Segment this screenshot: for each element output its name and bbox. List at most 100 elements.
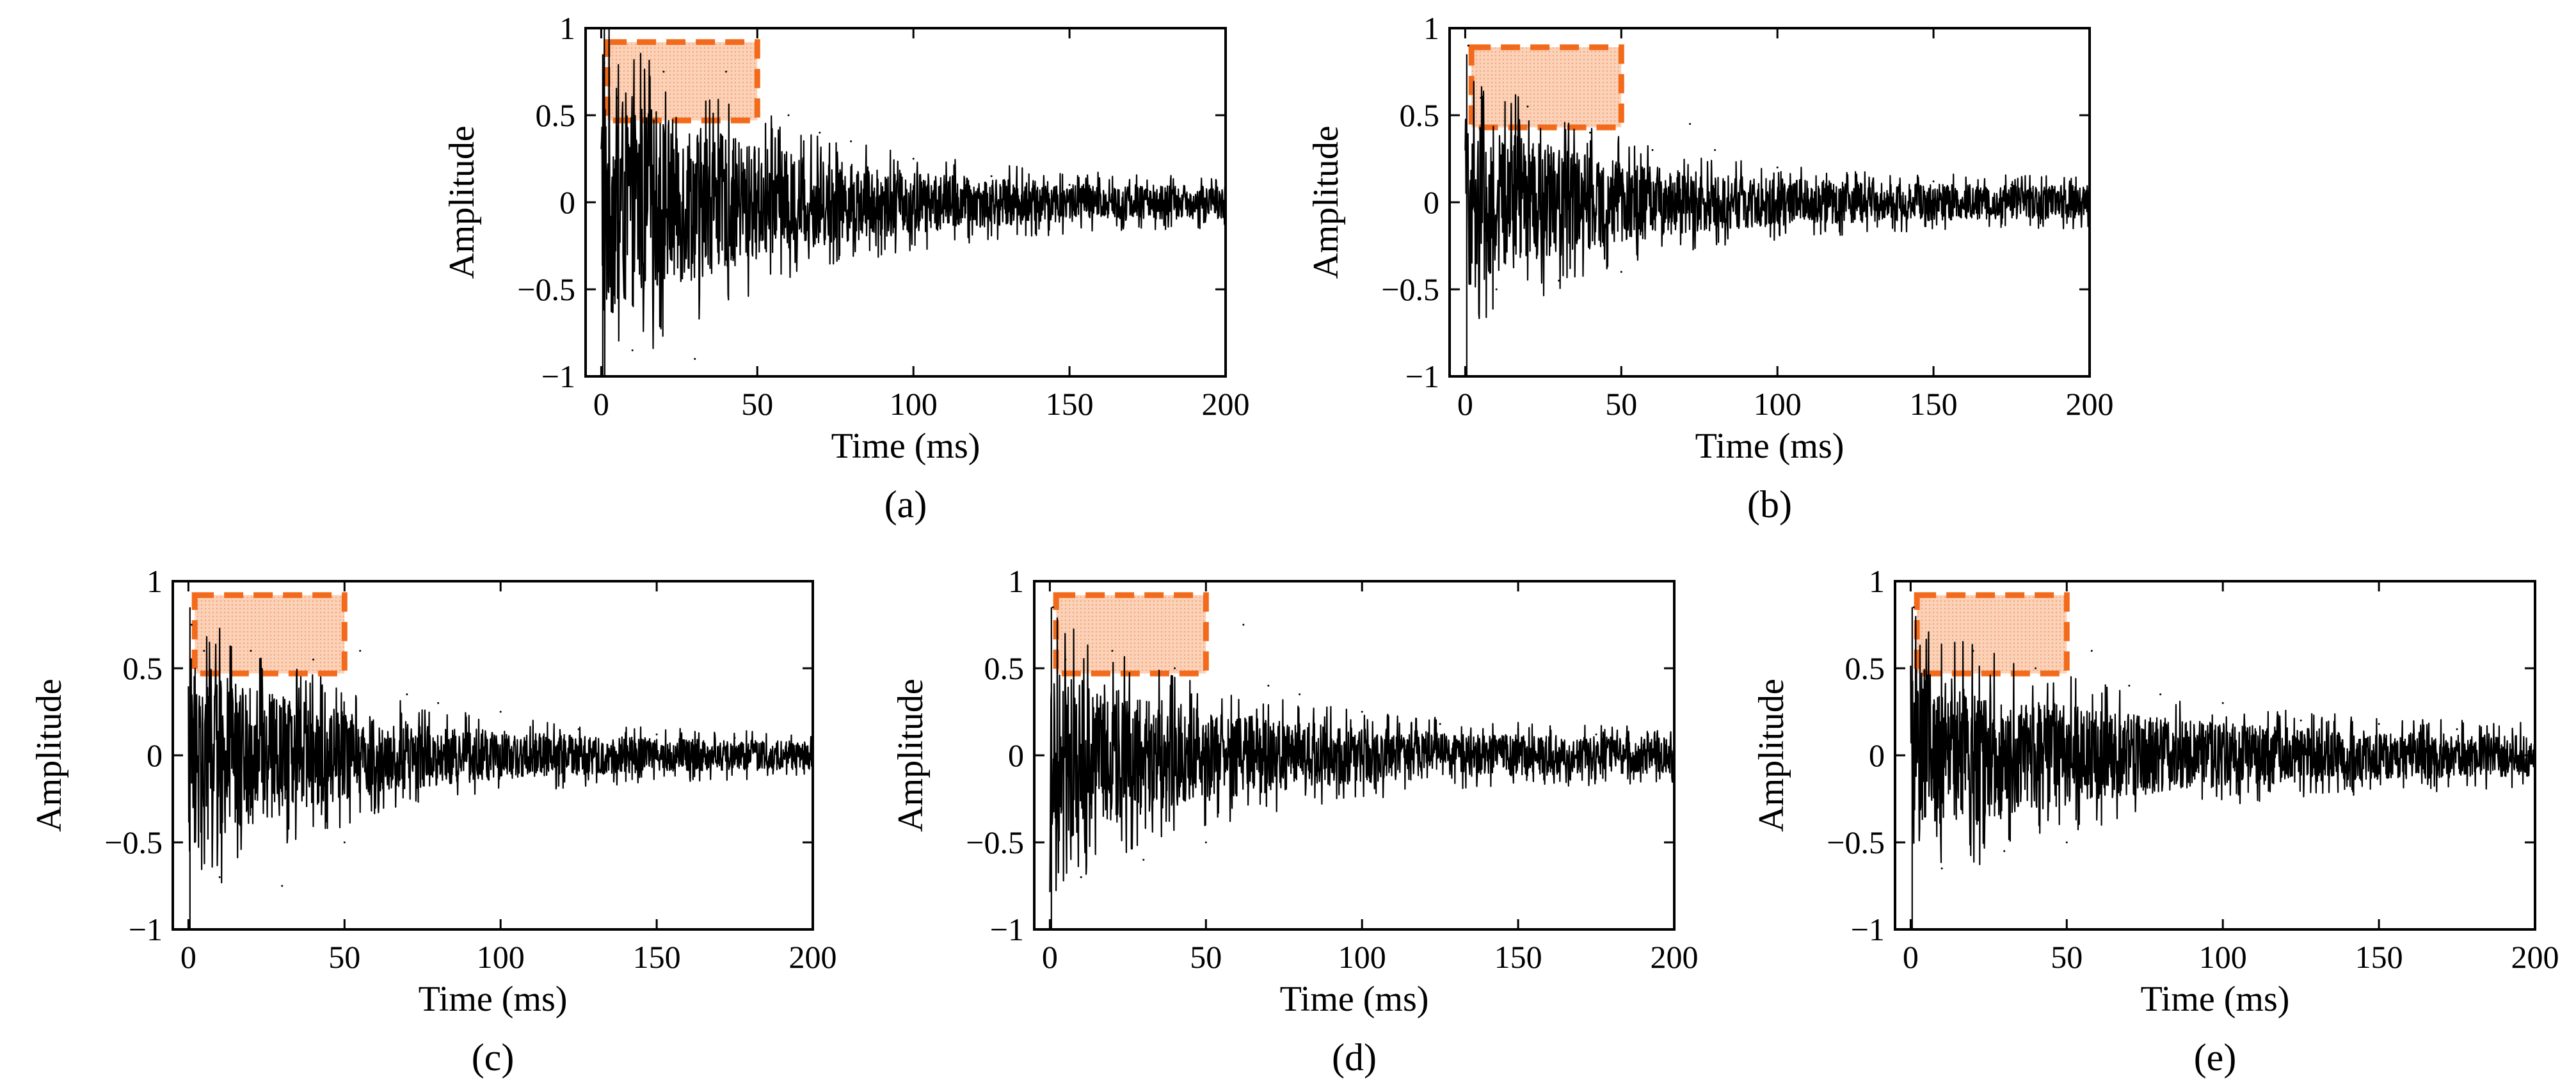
- data-point: [312, 658, 315, 661]
- data-point: [1689, 123, 1692, 125]
- data-point: [1146, 189, 1149, 191]
- data-point: [1589, 131, 1592, 134]
- data-point: [218, 876, 221, 878]
- x-tick-label: 150: [1910, 386, 1958, 422]
- data-point: [1526, 105, 1529, 108]
- y-tick-label: 0: [1423, 184, 1439, 220]
- signal-line: [600, 27, 1226, 378]
- signal-line: [1464, 54, 2091, 376]
- y-tick-label: 1: [559, 10, 575, 46]
- y-tick-label: −1: [541, 358, 575, 394]
- data-point: [2221, 702, 2224, 704]
- x-tick-label: 100: [1338, 939, 1386, 975]
- data-point: [990, 175, 993, 177]
- highlight-box: [1914, 592, 2070, 677]
- data-point: [819, 131, 821, 134]
- x-tick-label: 100: [890, 386, 938, 422]
- data-point: [1242, 623, 1245, 626]
- highlight-box: [604, 39, 760, 124]
- x-tick-label: 0: [1042, 939, 1058, 975]
- x-axis-label: Time (ms): [419, 979, 568, 1019]
- x-tick-label: 0: [593, 386, 609, 422]
- data-point: [787, 114, 790, 116]
- y-tick-label: −0.5: [966, 824, 1024, 860]
- data-point: [1439, 723, 1441, 725]
- y-tick-label: −0.5: [1381, 271, 1439, 307]
- data-point: [577, 728, 580, 730]
- x-tick-label: 200: [1202, 386, 1250, 422]
- panel-caption: (e): [2194, 1036, 2237, 1079]
- x-tick-label: 150: [633, 939, 681, 975]
- y-tick-label: −1: [990, 911, 1024, 947]
- highlight-box: [1468, 44, 1624, 131]
- data-point: [1620, 271, 1622, 273]
- data-point: [655, 733, 658, 735]
- x-tick-label: 50: [741, 386, 773, 422]
- data-point: [1925, 650, 1928, 652]
- x-tick-label: 200: [1651, 939, 1699, 975]
- data-point: [2456, 728, 2458, 730]
- highlight-box: [191, 592, 348, 677]
- data-point: [616, 97, 618, 99]
- signal-line: [188, 607, 814, 929]
- data-point: [1480, 97, 1482, 99]
- data-point: [1142, 858, 1145, 861]
- data-point: [1595, 733, 1597, 735]
- data-point: [2010, 184, 2013, 186]
- data-point: [203, 650, 205, 652]
- signal-line: [1049, 607, 1676, 929]
- x-axis-label: Time (ms): [2141, 979, 2290, 1019]
- highlight-box: [1053, 592, 1209, 677]
- data-point: [1517, 728, 1519, 730]
- data-point: [1204, 841, 1207, 844]
- x-tick-label: 200: [789, 939, 837, 975]
- data-point: [1080, 876, 1082, 878]
- data-point: [1558, 279, 1560, 282]
- x-tick-label: 0: [1457, 386, 1473, 422]
- data-point: [2003, 850, 2006, 853]
- data-point: [912, 157, 915, 160]
- data-point: [2159, 693, 2162, 696]
- data-point: [2090, 650, 2093, 652]
- panel-caption: (b): [1747, 483, 1792, 526]
- y-axis-label: Amplitude: [442, 125, 482, 279]
- data-point: [1912, 606, 1915, 609]
- y-tick-label: 0: [147, 737, 163, 773]
- data-point: [2378, 723, 2380, 725]
- panel-caption: (a): [884, 483, 927, 526]
- data-point: [1174, 667, 1176, 670]
- data-point: [603, 61, 605, 64]
- data-point: [1940, 867, 1943, 870]
- data-point: [406, 693, 408, 696]
- data-point: [1361, 711, 1363, 713]
- x-tick-label: 100: [1754, 386, 1802, 422]
- panel-caption: (c): [472, 1036, 515, 1079]
- panel-c: 0 50 100 150 200 −1 −0.5 0 0.5 1 Time (ms) Amplitud…: [29, 563, 837, 1079]
- y-tick-label: −1: [129, 911, 163, 947]
- y-tick-label: 0.5: [123, 650, 163, 686]
- data-point: [343, 841, 346, 844]
- data-point: [1111, 650, 1114, 652]
- x-tick-label: 200: [2511, 939, 2559, 975]
- y-tick-label: 0: [1869, 737, 1885, 773]
- data-point: [1776, 166, 1779, 169]
- data-point: [1651, 149, 1654, 151]
- signal-line: [1910, 607, 2536, 929]
- x-tick-label: 100: [2199, 939, 2247, 975]
- x-tick-label: 150: [2355, 939, 2403, 975]
- data-point: [359, 650, 362, 652]
- panel-a: 0 50 100 150 200 −1 −0.5 0 0.5 1 Time (ms) Amplitud…: [442, 10, 1250, 526]
- y-axis-label: Amplitude: [29, 678, 69, 832]
- data-point: [850, 140, 852, 143]
- y-axis-label: Amplitude: [1306, 125, 1346, 279]
- y-tick-label: −0.5: [517, 271, 575, 307]
- y-axis-label: Amplitude: [891, 678, 931, 832]
- y-tick-label: 0: [1008, 737, 1024, 773]
- y-tick-label: 1: [1423, 10, 1439, 46]
- panel-d: 0 50 100 150 200 −1 −0.5 0 0.5 1 Time (ms) Amplitud…: [891, 563, 1699, 1079]
- x-tick-label: 50: [1190, 939, 1222, 975]
- data-point: [1972, 650, 1974, 652]
- data-point: [1052, 606, 1054, 609]
- data-point: [1854, 175, 1857, 177]
